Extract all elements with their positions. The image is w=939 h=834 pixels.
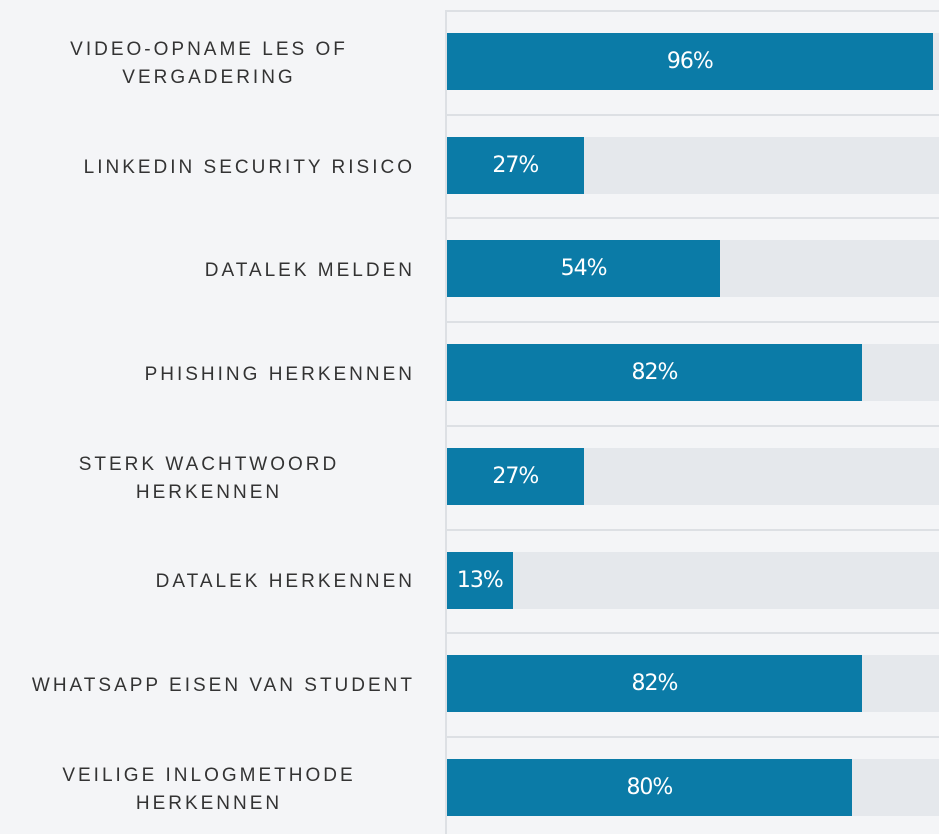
- bar: [447, 136, 584, 194]
- category-label-row: DATALEK MELDEN: [0, 219, 415, 323]
- value-label: 54%: [560, 256, 608, 282]
- category-label-row: DATALEK HERKENNEN: [0, 531, 415, 635]
- category-label: WHATSAPP EISEN VAN STUDENT: [31, 675, 415, 697]
- category-label: DATALEK MELDEN: [204, 260, 415, 282]
- bar: [447, 240, 721, 298]
- category-label-row: STERK WACHTWOORD HERKENNEN: [0, 427, 415, 531]
- separator: [447, 321, 939, 324]
- category-label-row: PHISHING HERKENNEN: [0, 323, 415, 427]
- bar: [447, 344, 862, 402]
- category-label: PHISHING HERKENNEN: [144, 363, 415, 385]
- bar-track: [447, 551, 939, 609]
- category-label: DATALEK HERKENNEN: [155, 571, 415, 593]
- separator: [447, 10, 939, 12]
- value-label: 96%: [666, 49, 714, 74]
- value-label: 13%: [456, 567, 504, 593]
- category-label-row: VEILIGE INLOGMETHODE HERKENNEN: [0, 738, 415, 834]
- category-label: STERK WACHTWOORD HERKENNEN: [78, 453, 340, 503]
- category-label: VEILIGE INLOGMETHODE HERKENNEN: [62, 764, 356, 814]
- category-label-row: WHATSAPP EISEN VAN STUDENT: [0, 634, 415, 738]
- value-label: 80%: [626, 774, 673, 800]
- value-label: 82%: [631, 360, 679, 386]
- category-label-row: LINKEDIN SECURITY RISICO: [0, 116, 415, 220]
- separator: [447, 424, 939, 427]
- category-label: LINKEDIN SECURITY RISICO: [83, 156, 415, 178]
- bar: [447, 447, 584, 505]
- bar: [447, 758, 852, 816]
- bar: [447, 551, 513, 609]
- category-label: VIDEO-OPNAME LES OF VERGADERING: [70, 38, 348, 88]
- separator: [447, 735, 939, 738]
- bar: [447, 33, 933, 90]
- separator: [447, 217, 939, 220]
- category-label-row: VIDEO-OPNAME LES OF VERGADERING: [0, 12, 415, 116]
- value-label: 82%: [631, 671, 679, 697]
- value-label: 27%: [492, 152, 539, 178]
- axis-line: [445, 10, 447, 834]
- bar: [447, 655, 862, 713]
- separator: [447, 632, 939, 635]
- separator: [447, 113, 939, 116]
- separator: [447, 528, 939, 531]
- value-label: 27%: [492, 463, 539, 489]
